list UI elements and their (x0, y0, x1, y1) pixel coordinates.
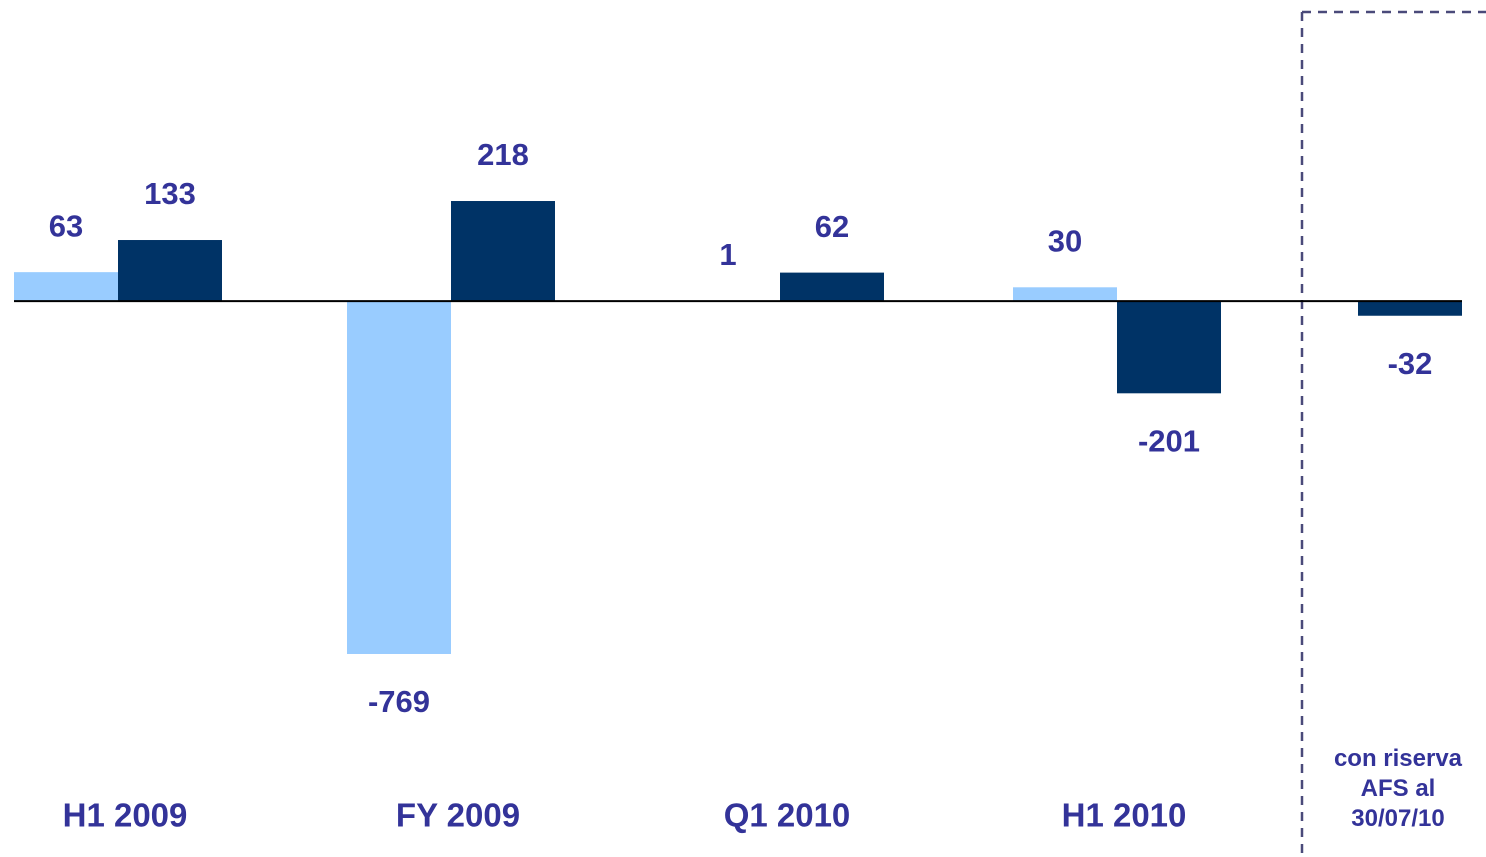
bar (118, 240, 222, 302)
bar (1013, 287, 1117, 302)
x-tick-label: FY 2009 (396, 797, 520, 834)
value-label: 30 (1048, 223, 1082, 258)
bar (347, 301, 451, 654)
bar (1358, 301, 1462, 316)
x-tick-label: con riserva AFS al 30/07/10 (1334, 745, 1463, 832)
value-label: -32 (1388, 346, 1433, 381)
x-tick-label: H1 2009 (63, 797, 188, 834)
value-label: 218 (477, 137, 529, 172)
value-label: 1 (719, 237, 736, 272)
x-tick-label: H1 2010 (1062, 797, 1187, 834)
bar (780, 272, 884, 302)
value-label: 62 (815, 209, 849, 244)
bar (451, 201, 555, 302)
bar (1117, 301, 1221, 394)
bar (14, 272, 118, 302)
value-label: -769 (368, 684, 430, 719)
value-label: 133 (144, 176, 196, 211)
value-label: -201 (1138, 423, 1200, 458)
x-tick-label: Q1 2010 (724, 797, 851, 834)
value-label: 63 (49, 208, 83, 243)
